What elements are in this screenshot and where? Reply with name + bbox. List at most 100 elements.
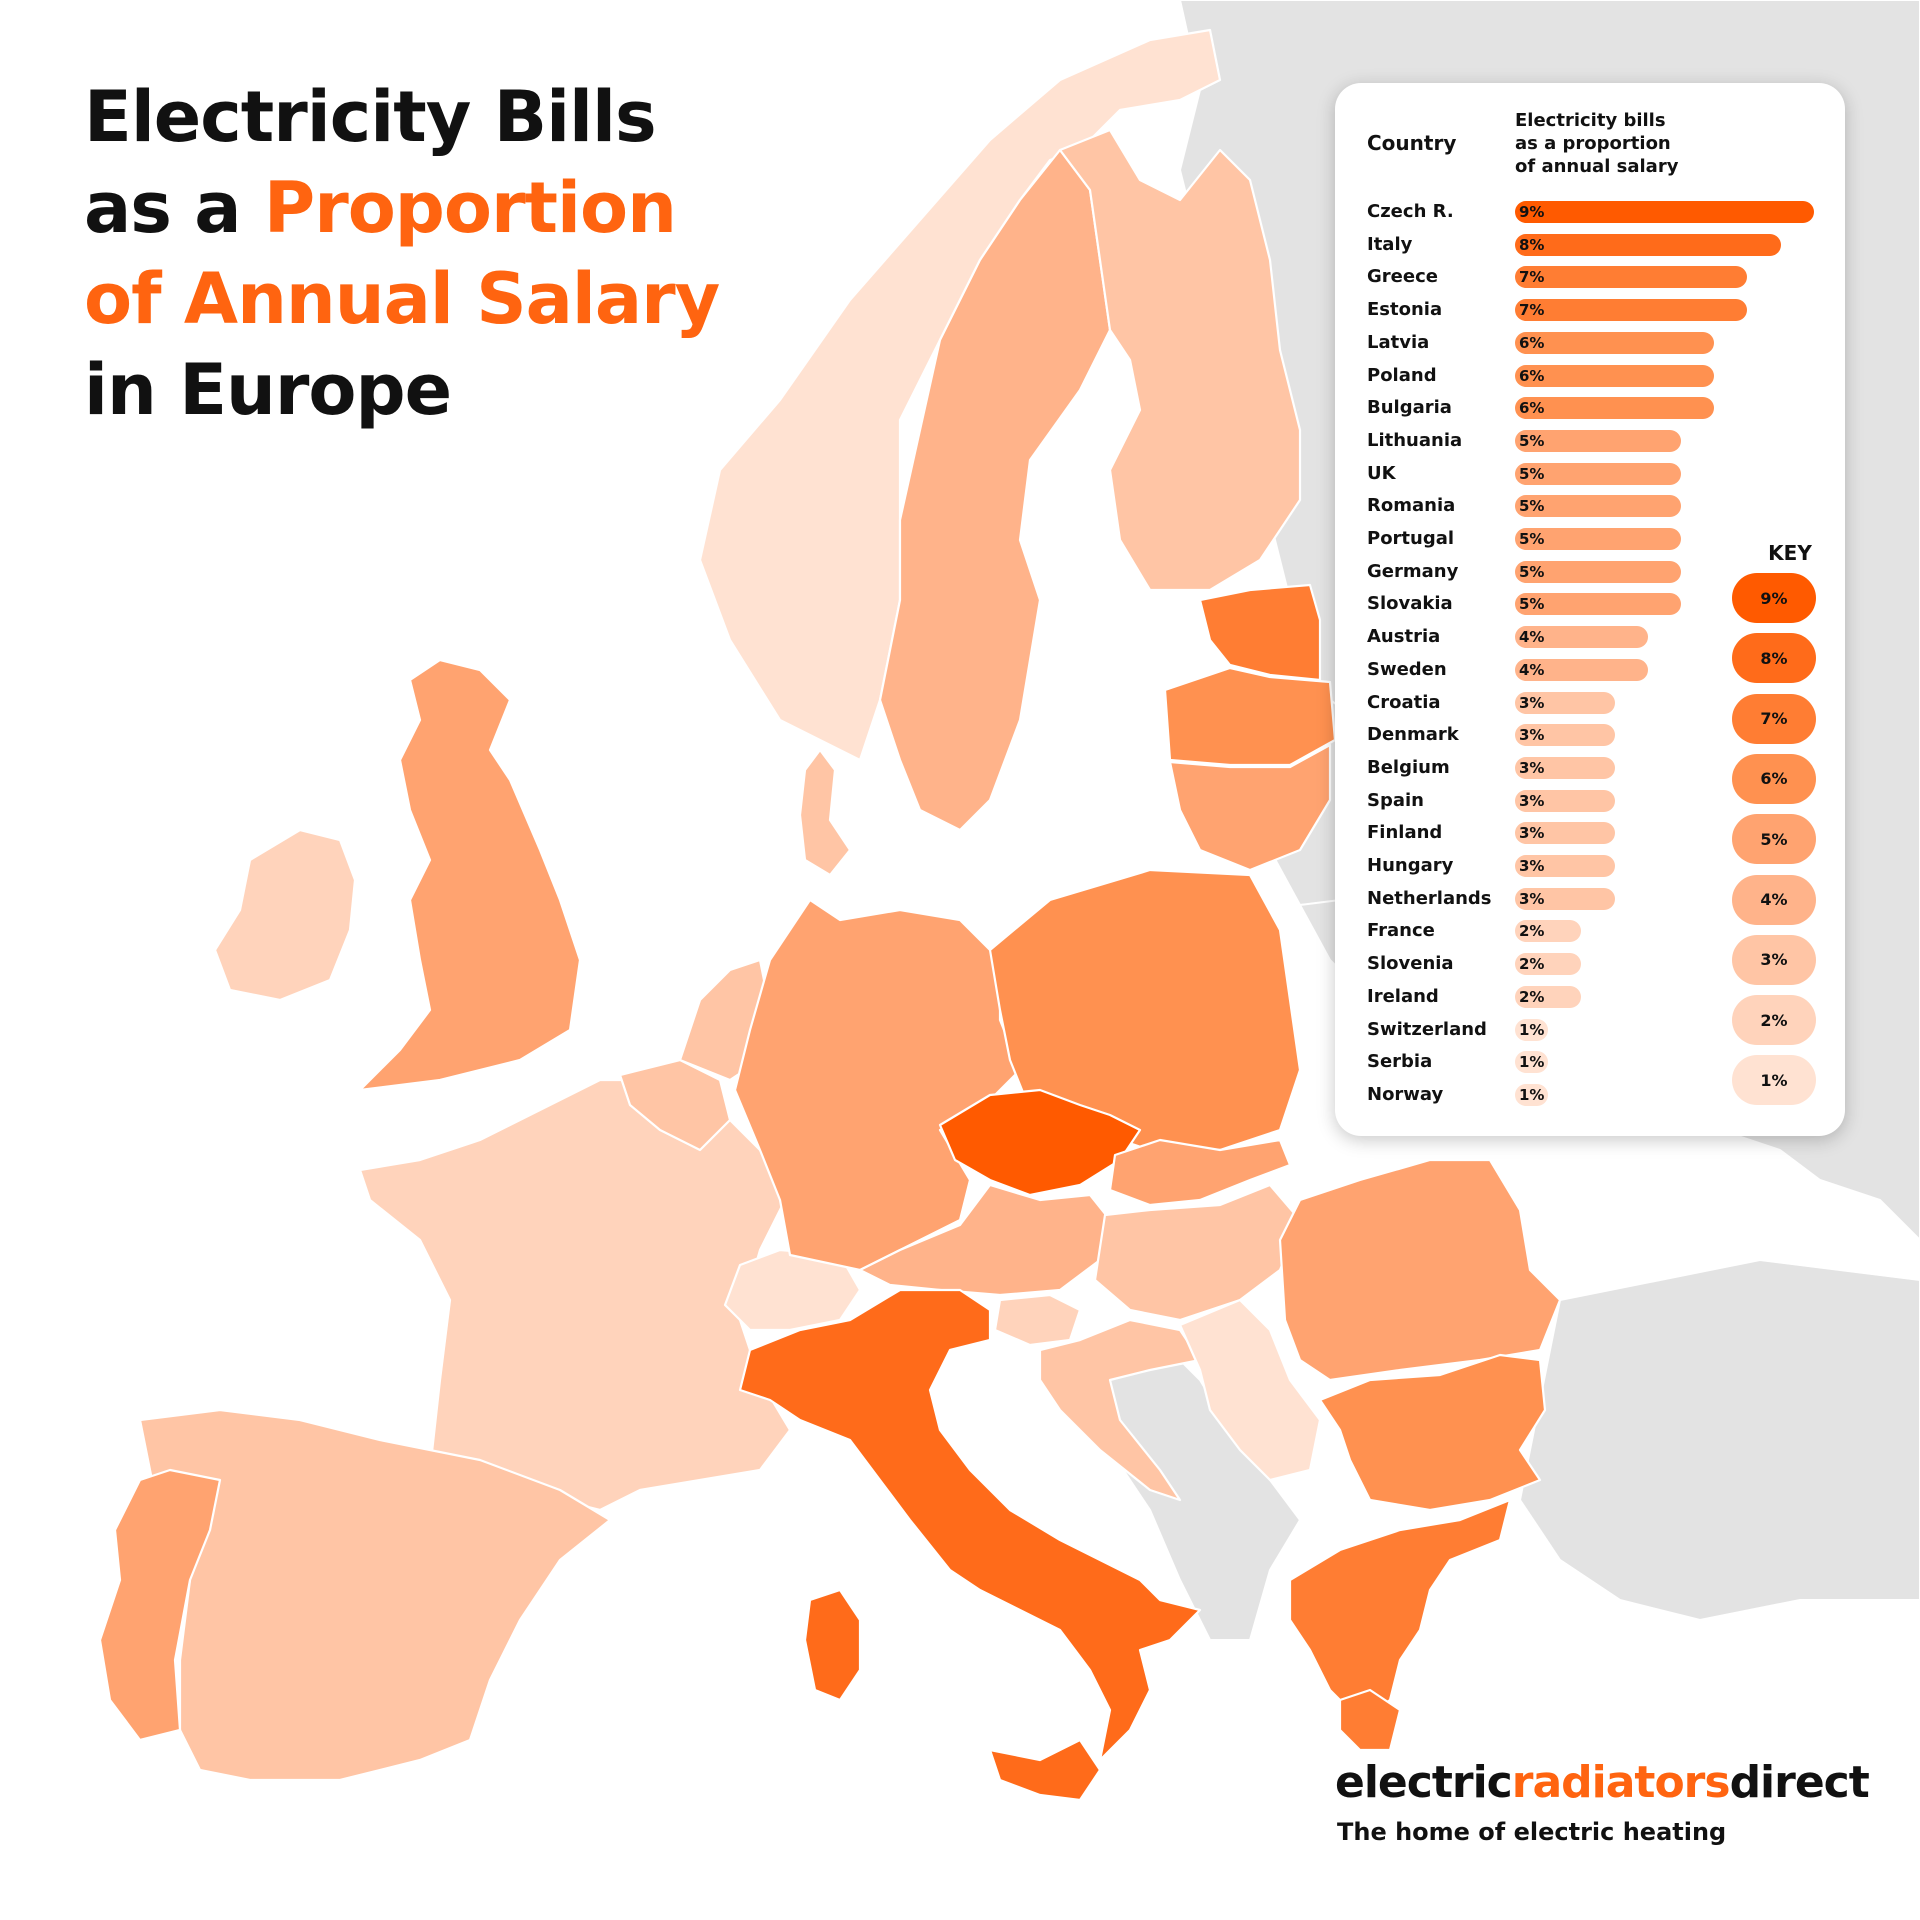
key-swatch: 8% — [1732, 633, 1816, 684]
brand-part-2: radiators — [1511, 1757, 1731, 1808]
country-slovakia — [1108, 1138, 1292, 1207]
ranking-percent-label: 2% — [1519, 987, 1545, 1006]
ranking-row: Denmark 3% — [1335, 722, 1845, 748]
ranking-percent-label: 3% — [1519, 824, 1545, 843]
ranking-percent-label: 3% — [1519, 791, 1545, 810]
country-finland — [1058, 128, 1302, 592]
ranking-bar — [1515, 299, 1748, 322]
brand-logo-text: electricradiatorsdirect — [1335, 1757, 1870, 1808]
country-hungary — [1093, 1183, 1302, 1322]
ranking-bar — [1515, 920, 1582, 943]
ranking-country-name: Romania — [1367, 495, 1456, 517]
ranking-percent-label: 6% — [1519, 399, 1545, 418]
ranking-bar — [1515, 887, 1615, 910]
country-denmark — [798, 748, 852, 877]
column-header-country: Country — [1367, 131, 1457, 155]
ranking-country-name: Greece — [1367, 266, 1438, 288]
ranking-row: Hungary 3% — [1335, 853, 1845, 879]
ranking-country-name: Czech R. — [1367, 201, 1454, 222]
ranking-bar — [1515, 462, 1681, 485]
ranking-row: Slovenia 2% — [1335, 951, 1845, 977]
ranking-bar — [1515, 560, 1681, 583]
ranking-percent-label: 8% — [1519, 235, 1545, 254]
ranking-bar — [1515, 822, 1615, 845]
country-greece-peloponnese — [1338, 1688, 1402, 1752]
ranking-country-name: Finland — [1367, 822, 1443, 844]
ranking-percent-label: 3% — [1519, 726, 1545, 745]
title-line-1: Electricity Bills — [84, 76, 657, 158]
country-sweden — [878, 148, 1112, 832]
ranking-bar — [1515, 331, 1715, 354]
ranking-country-name: Bulgaria — [1367, 397, 1452, 419]
country-croatia — [1038, 1318, 1202, 1502]
country-ireland — [213, 828, 357, 1002]
ranking-bar — [1515, 364, 1715, 387]
ranking-row: Netherlands 3% — [1335, 886, 1845, 912]
ranking-row: Sweden 4% — [1335, 657, 1845, 683]
ranking-country-name: Belgium — [1367, 756, 1450, 778]
country-serbia — [1178, 1298, 1322, 1482]
country-uk — [358, 658, 582, 1092]
country-lithuania — [1168, 743, 1332, 872]
ranking-country-name: Sweden — [1367, 658, 1447, 680]
ranking-row: Romania 5% — [1335, 493, 1845, 519]
column-header-metric: Electricity bills as a proportion of ann… — [1515, 109, 1735, 178]
ranking-percent-label: 1% — [1519, 1053, 1545, 1072]
ranking-percent-label: 1% — [1519, 1020, 1545, 1039]
ranking-percent-label: 3% — [1519, 758, 1545, 777]
ranking-bar — [1515, 266, 1748, 289]
key-swatch: 3% — [1732, 934, 1816, 985]
ranking-bar — [1515, 789, 1615, 812]
ranking-bar — [1515, 528, 1681, 550]
ranking-country-name: Italy — [1367, 233, 1413, 255]
ranking-percent-label: 5% — [1519, 464, 1545, 483]
region-turkey — [1518, 1258, 1920, 1622]
ranking-bar — [1515, 626, 1648, 649]
ranking-row: Germany 5% — [1335, 559, 1845, 585]
key-title: KEY — [1768, 541, 1812, 565]
ranking-country-name: Spain — [1367, 789, 1424, 811]
ranking-bar — [1515, 201, 1814, 223]
ranking-bar — [1515, 1083, 1549, 1106]
ranking-country-name: Germany — [1367, 560, 1459, 582]
country-france — [358, 1078, 792, 1512]
ranking-row: Lithuania 5% — [1335, 428, 1845, 454]
country-italy — [738, 1288, 1202, 1762]
column-header-metric-line-2: as a proportion — [1515, 133, 1671, 154]
key-swatch: 1% — [1732, 1055, 1816, 1106]
ranking-row: Estonia 7% — [1335, 297, 1845, 323]
ranking-country-name: UK — [1367, 462, 1396, 484]
key-swatch: 4% — [1732, 874, 1816, 925]
country-estonia — [1198, 583, 1322, 682]
ranking-country-name: Estonia — [1367, 299, 1443, 321]
country-italy-sicily — [988, 1738, 1102, 1802]
ranking-bar — [1515, 233, 1781, 256]
key-swatch: 2% — [1732, 995, 1816, 1046]
ranking-percent-label: 3% — [1519, 857, 1545, 875]
ranking-bar — [1515, 724, 1615, 747]
title-line-3-accent: of Annual Salary — [84, 258, 720, 340]
ranking-country-name: Poland — [1367, 364, 1437, 386]
ranking-percent-label: 3% — [1519, 889, 1545, 908]
ranking-percent-label: 2% — [1519, 922, 1545, 941]
ranking-country-name: Ireland — [1367, 985, 1439, 1007]
ranking-percent-label: 7% — [1519, 268, 1545, 287]
ranking-country-name: Netherlands — [1367, 887, 1492, 909]
country-greece — [1288, 1498, 1512, 1722]
ranking-row: Switzerland 1% — [1335, 1017, 1845, 1043]
ranking-row: Croatia 3% — [1335, 690, 1845, 716]
ranking-country-name: Lithuania — [1367, 429, 1463, 451]
ranking-bar — [1515, 593, 1681, 616]
ranking-percent-label: 5% — [1519, 497, 1545, 516]
ranking-country-name: Austria — [1367, 626, 1441, 648]
ranking-percent-label: 6% — [1519, 333, 1545, 352]
key-swatch: 7% — [1732, 693, 1816, 744]
region-west-balkans — [1078, 1338, 1302, 1641]
ranking-percent-label: 4% — [1519, 628, 1545, 647]
ranking-country-name: Serbia — [1367, 1051, 1433, 1073]
ranking-bar — [1515, 658, 1648, 681]
ranking-country-name: France — [1367, 920, 1435, 942]
ranking-row: Serbia 1% — [1335, 1049, 1845, 1075]
country-italy-sardinia — [803, 1588, 862, 1702]
ranking-row: Ireland 2% — [1335, 984, 1845, 1010]
